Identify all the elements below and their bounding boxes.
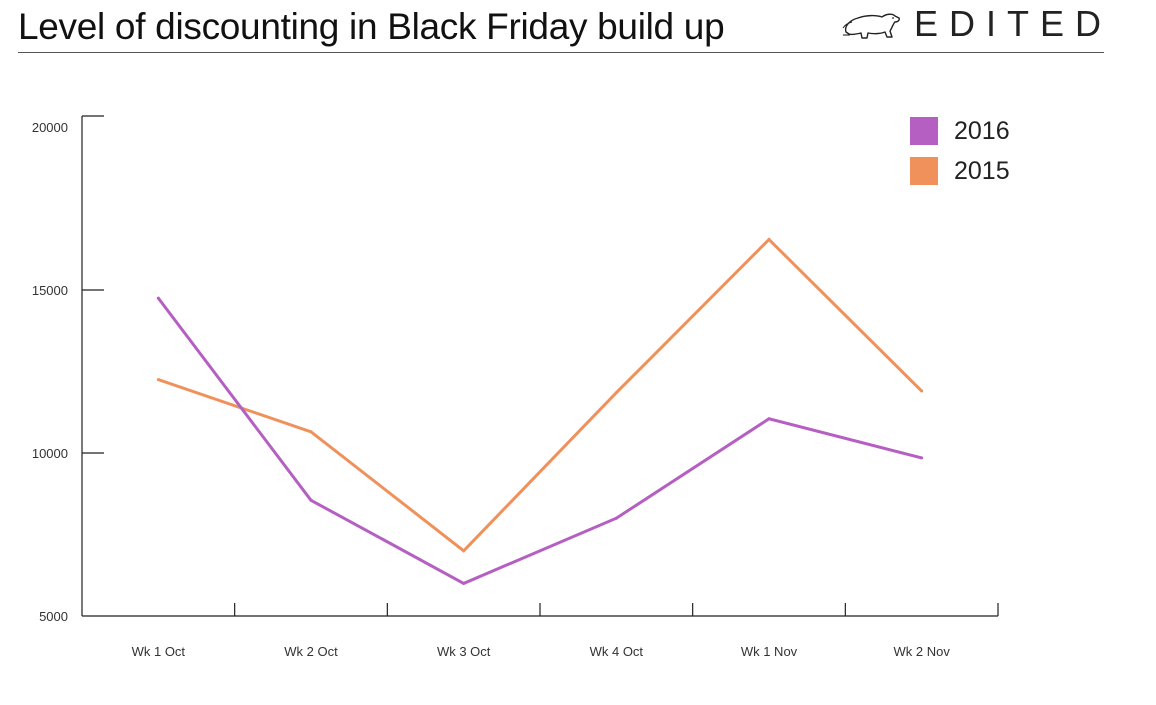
series-line-2016 — [157, 297, 923, 586]
y-tick-label-15000: 15000 — [32, 283, 68, 298]
x-tick-label-5: Wk 1 Nov — [741, 644, 798, 659]
data-point-2015-5 — [767, 237, 771, 241]
x-tick-label-4: Wk 4 Oct — [590, 644, 644, 659]
chart-title: Level of discounting in Black Friday bui… — [18, 6, 725, 47]
data-point-2015-6 — [920, 389, 924, 393]
polar-bear-icon — [842, 13, 900, 39]
brand: EDITED — [840, 2, 1104, 46]
legend-label-2016: 2016 — [954, 117, 1010, 145]
chart-header: Level of discounting in Black Friday bui… — [18, 0, 1104, 53]
y-tick-label-10000: 10000 — [32, 446, 68, 461]
data-point-2016-6 — [920, 456, 924, 460]
data-point-2015-4 — [614, 391, 618, 395]
legend-swatch-2016 — [910, 117, 938, 145]
y-tick-label-20000: 20000 — [32, 120, 68, 135]
series-line-2015 — [157, 237, 923, 553]
data-point-2015-3 — [462, 549, 466, 553]
legend-label-2015: 2015 — [954, 157, 1010, 185]
x-tick-label-2: Wk 2 Oct — [284, 644, 338, 659]
data-point-2015-2 — [309, 430, 313, 434]
data-point-2016-4 — [614, 516, 618, 520]
data-point-2016-2 — [309, 498, 313, 502]
data-point-2016-1 — [156, 296, 160, 300]
brand-name: EDITED — [913, 3, 1112, 44]
y-tick-label-5000: 5000 — [39, 609, 68, 624]
x-tick-label-1: Wk 1 Oct — [132, 644, 186, 659]
data-point-2015-1 — [156, 378, 160, 382]
data-point-2016-5 — [767, 417, 771, 421]
data-point-2016-3 — [462, 581, 466, 585]
x-tick-label-3: Wk 3 Oct — [437, 644, 491, 659]
x-tick-label-6: Wk 2 Nov — [893, 644, 950, 659]
legend-swatch-2015 — [910, 157, 938, 185]
